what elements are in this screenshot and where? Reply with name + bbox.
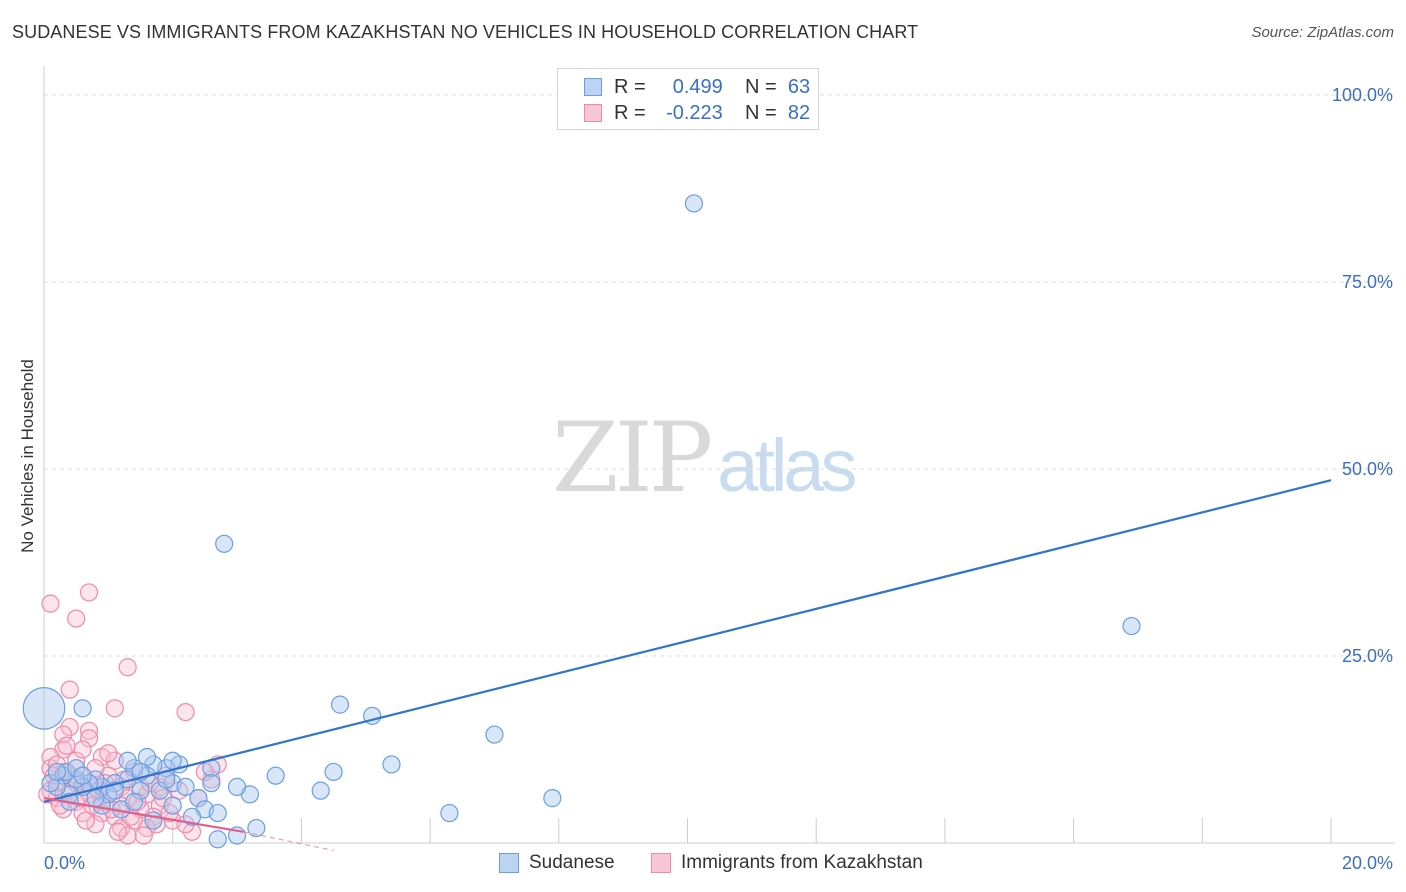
correlation-legend: R = 0.499 N = 63 R = -0.223 N = 82	[557, 68, 819, 130]
x-tick-label-max: 20.0%	[1342, 853, 1393, 873]
kazakhstan-point	[176, 702, 195, 722]
sudanese-point	[485, 725, 504, 744]
kazakhstan-point	[134, 826, 153, 845]
kazakhstan-point	[99, 744, 118, 763]
series-legend-kazakhstan[interactable]: Immigrants from Kazakhstan	[651, 852, 923, 874]
sudanese-point	[324, 762, 343, 782]
kazakhstan-point	[118, 658, 137, 677]
y-tick-label: 100.0%	[1332, 85, 1393, 105]
grid-lines	[44, 94, 1395, 843]
sudanese-point	[105, 781, 124, 800]
kazakhstan-point	[60, 680, 79, 699]
source-label: Source: ZipAtlas.com	[1251, 24, 1394, 41]
kazakhstan-point	[41, 594, 60, 613]
series-legend: Sudanese Immigrants from Kazakhstan	[0, 852, 1406, 878]
kazakhstan-point	[108, 822, 128, 841]
legend-n-label: N =	[745, 101, 777, 124]
legend-n-label: N =	[745, 75, 777, 98]
series-swatch-kazakhstan	[651, 853, 671, 873]
kazakhstan-point	[79, 583, 99, 602]
sudanese-point	[1122, 616, 1141, 636]
axes	[43, 66, 1395, 844]
sudanese-point	[202, 774, 221, 793]
legend-n-value: 82	[787, 101, 811, 124]
sudanese-point	[382, 755, 401, 774]
series-label-kazakhstan: Immigrants from Kazakhstan	[681, 852, 923, 873]
kazakhstan-trend-line	[43, 797, 244, 833]
kazakhstan-point	[60, 717, 79, 737]
kazakhstan-point	[79, 729, 99, 748]
kazakhstan-trend-extension	[243, 831, 334, 852]
kazakhstan-point	[54, 725, 73, 744]
sudanese-point	[311, 781, 330, 800]
y-tick-label: 25.0%	[1342, 646, 1393, 666]
series-swatch-sudanese	[499, 853, 519, 873]
kazakhstan-point	[79, 721, 99, 740]
sudanese-point	[215, 534, 234, 553]
legend-r-value: -0.223	[666, 101, 723, 124]
legend-r-label: R =	[614, 101, 646, 124]
sudanese-point	[41, 774, 60, 793]
sudanese-trend-line	[43, 479, 1332, 803]
sudanese-point	[266, 766, 285, 785]
chart-title: SUDANESE VS IMMIGRANTS FROM KAZAKHSTAN N…	[12, 22, 919, 42]
sudanese-point	[137, 747, 157, 767]
y-tick-label: 50.0%	[1342, 459, 1393, 479]
legend-r-label: R =	[614, 75, 646, 98]
sudanese-point	[182, 807, 202, 826]
y-tick-label: 75.0%	[1342, 272, 1393, 292]
sudanese-point	[208, 830, 227, 849]
sudanese-point	[543, 789, 562, 808]
sudanese-point	[684, 194, 704, 213]
sudanese-point	[227, 777, 247, 797]
sudanese-point	[22, 686, 66, 730]
legend-swatch-kazakhstan	[584, 104, 602, 122]
sudanese-point	[73, 699, 92, 718]
kazakhstan-point	[105, 751, 124, 770]
legend-n-value: 63	[787, 75, 811, 98]
sudanese-point	[131, 781, 150, 800]
sudanese-point	[163, 796, 182, 815]
series-label-sudanese: Sudanese	[529, 852, 615, 873]
kazakhstan-point	[118, 826, 137, 845]
sudanese-point	[176, 777, 195, 797]
kazakhstan-point	[76, 811, 95, 830]
kazakhstan-point	[67, 609, 86, 628]
sudanese-point	[73, 766, 92, 785]
legend-swatch-sudanese	[584, 78, 602, 96]
kazakhstan-point	[86, 815, 105, 834]
kazakhstan-point	[73, 740, 92, 759]
sudanese-point	[124, 792, 144, 811]
series-legend-sudanese[interactable]: Sudanese	[499, 852, 615, 874]
sudanese-point	[247, 818, 266, 838]
kazakhstan-point	[105, 699, 124, 718]
sudanese-point	[118, 751, 137, 770]
trend-lines	[43, 479, 1332, 852]
sudanese-point	[163, 751, 182, 770]
sudanese-point	[189, 789, 208, 808]
legend-r-value: 0.499	[672, 75, 723, 98]
data-points	[22, 194, 1141, 849]
kazakhstan-point	[47, 755, 66, 774]
tick-labels: 25.0% 50.0% 75.0% 100.0% 0.0% 20.0%	[44, 85, 1393, 873]
sudanese-point	[67, 759, 86, 778]
sudanese-point	[208, 803, 227, 823]
x-tick-label-min: 0.0%	[44, 853, 85, 873]
sudanese-point	[330, 695, 350, 714]
sudanese-point	[47, 762, 66, 782]
sudanese-point	[440, 803, 459, 823]
sudanese-point	[86, 789, 105, 808]
kazakhstan-point	[57, 736, 76, 755]
